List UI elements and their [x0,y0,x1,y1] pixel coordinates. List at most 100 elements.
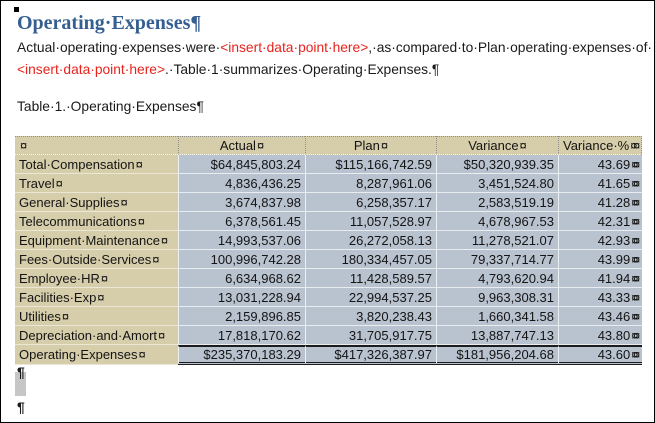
expense-label-cell[interactable]: Total·Compensation¤ [15,155,178,174]
cell-text: 43.46 [597,308,631,324]
cell-text: 13,887,747.13 [470,327,554,343]
plan-cell[interactable]: 8,287,961.06 [305,174,436,193]
variance-cell[interactable]: 2,583,519.19 [436,193,558,212]
variance-cell[interactable]: 9,963,308.31 [436,288,558,307]
expense-label-cell[interactable]: Fees·Outside·Services¤ [15,250,178,269]
expense-label-cell[interactable]: Travel¤ [15,174,178,193]
end-of-cell-marker-icon: ¤ [20,138,28,153]
actual-cell[interactable]: 13,031,228.94 [178,288,305,307]
table-caption[interactable]: Table·1.·Operating·Expenses¶ [17,99,204,114]
expense-label-cell[interactable]: Utilities¤ [15,307,178,326]
actual-cell[interactable]: $64,845,803.24 [178,155,305,174]
end-of-cell-marker-icon: ¤ [631,308,639,324]
body-paragraph[interactable]: Actual·operating·expenses·were·<insert·d… [17,37,652,81]
end-of-cell-marker-icon: ¤ [135,156,143,172]
end-of-row-marker-icon: ¤ [633,309,641,324]
cell-text: $64,845,803.24 [210,156,301,172]
paragraph-text[interactable]: ,·as·compared·to·Plan·operating·expenses… [368,40,652,55]
plan-cell[interactable]: 180,334,457.05 [305,250,436,269]
cell-text: Depreciation·and·Amort [19,327,158,343]
cell-text: 14,993,537.06 [217,232,301,248]
header-label: Variance [468,138,519,153]
expense-label-cell[interactable]: Telecommunications¤ [15,212,178,231]
variance-pct-cell[interactable]: 43.69¤ [558,155,643,174]
variance-cell[interactable]: $181,956,204.68 [436,345,558,365]
header-cell-variance[interactable]: Variance¤ [436,136,558,155]
actual-cell[interactable]: 3,674,837.98 [178,193,305,212]
end-of-cell-marker-icon: ¤ [55,175,63,191]
insert-data-placeholder-1[interactable]: <insert·data·point·here> [220,40,369,55]
variance-pct-cell[interactable]: 42.31¤ [558,212,643,231]
actual-cell[interactable]: 2,159,896.85 [178,307,305,326]
actual-cell[interactable]: 6,378,561.45 [178,212,305,231]
variance-pct-cell[interactable]: 41.28¤ [558,193,643,212]
variance-cell[interactable]: 1,660,341.58 [436,307,558,326]
header-cell-actual[interactable]: Actual¤ [178,136,305,155]
expense-label-cell[interactable]: Equipment·Maintenance¤ [15,231,178,250]
variance-cell[interactable]: 79,337,714.77 [436,250,558,269]
variance-cell[interactable]: 4,678,967.53 [436,212,558,231]
variance-pct-cell[interactable]: 41.65¤ [558,174,643,193]
header-cell-empty[interactable]: ¤ [15,136,178,155]
expense-row: Equipment·Maintenance¤ 14,993,537.06 26,27… [15,231,643,250]
cell-text: Telecommunications [19,213,137,229]
plan-cell[interactable]: 31,705,917.75 [305,326,436,345]
variance-pct-cell[interactable]: 42.93¤ [558,231,643,250]
plan-cell[interactable]: 26,272,058.13 [305,231,436,250]
end-of-row-marker-icon: ¤ [633,195,641,210]
header-cell-variance[interactable]: Variance·%¤ [558,136,643,155]
plan-cell[interactable]: 3,820,238.43 [305,307,436,326]
expense-label-cell[interactable]: Employee·HR¤ [15,269,178,288]
variance-cell[interactable]: 13,887,747.13 [436,326,558,345]
actual-cell[interactable]: 6,634,968.62 [178,269,305,288]
heading-text[interactable]: Operating·Expenses [17,12,191,34]
variance-pct-cell[interactable]: 43.33¤ [558,288,643,307]
end-of-row-marker-icon: ¤ [633,176,641,191]
end-of-cell-marker-icon: ¤ [631,289,639,305]
header-label: Actual [219,138,256,153]
variance-pct-cell[interactable]: 43.46¤ [558,307,643,326]
end-of-cell-marker-icon: ¤ [97,289,105,305]
cell-text: 11,278,521.07 [471,232,554,248]
cell-text: 1,660,341.58 [478,308,554,324]
plan-cell[interactable]: 6,258,357.17 [305,193,436,212]
end-of-cell-marker-icon: ¤ [380,138,389,153]
actual-cell[interactable]: 4,836,436.25 [178,174,305,193]
caption-text[interactable]: Table·1.·Operating·Expenses [17,99,197,114]
actual-cell[interactable]: $235,370,183.29 [178,345,305,365]
variance-cell[interactable]: 3,451,524.80 [436,174,558,193]
plan-cell[interactable]: 22,994,537.25 [305,288,436,307]
variance-pct-cell[interactable]: 43.99¤ [558,250,643,269]
actual-cell[interactable]: 100,996,742.28 [178,250,305,269]
plan-cell[interactable]: 11,428,589.57 [305,269,436,288]
actual-cell[interactable]: 14,993,537.06 [178,231,305,250]
end-of-cell-marker-icon: ¤ [631,347,639,362]
paragraph-text[interactable]: Actual·operating·expenses·were· [17,40,221,55]
expense-row: Utilities¤ 2,159,896.85 3,820,238.43 1,660,… [15,307,643,326]
expense-label-cell[interactable]: Depreciation·and·Amort¤ [15,326,178,345]
expense-label-cell[interactable]: Facilities·Exp¤ [15,288,178,307]
expense-label-cell[interactable]: General·Supplies¤ [15,193,178,212]
document-heading[interactable]: Operating·Expenses¶ [17,12,201,35]
insert-data-placeholder-2[interactable]: <insert·data·point·here> [17,62,166,77]
variance-cell[interactable]: $50,320,939.35 [436,155,558,174]
plan-cell[interactable]: 11,057,528.97 [305,212,436,231]
end-of-cell-marker-icon: ¤ [152,251,160,267]
paragraph-text[interactable]: .·Table·1·summarizes·Operating·Expenses. [165,62,432,77]
variance-pct-cell[interactable]: 43.60¤ [558,345,643,365]
cell-text: $181,956,204.68 [456,347,554,362]
plan-cell[interactable]: $115,166,742.59 [305,155,436,174]
plan-cell[interactable]: $417,326,387.97 [305,345,436,365]
variance-pct-cell[interactable]: 41.94¤ [558,269,643,288]
end-of-cell-marker-icon: ¤ [631,194,639,210]
cell-text: General·Supplies [19,194,120,210]
cell-text: 11,057,528.97 [349,213,432,229]
actual-cell[interactable]: 17,818,170.62 [178,326,305,345]
expense-label-cell[interactable]: Operating·Expenses¤ [15,345,178,365]
variance-cell[interactable]: 11,278,521.07 [436,231,558,250]
cell-text: 4,793,620.94 [478,270,554,286]
variance-pct-cell[interactable]: 43.80¤ [558,326,643,345]
header-cell-plan[interactable]: Plan¤ [305,136,436,155]
variance-cell[interactable]: 4,793,620.94 [436,269,558,288]
cell-text: 17,818,170.62 [217,327,301,343]
